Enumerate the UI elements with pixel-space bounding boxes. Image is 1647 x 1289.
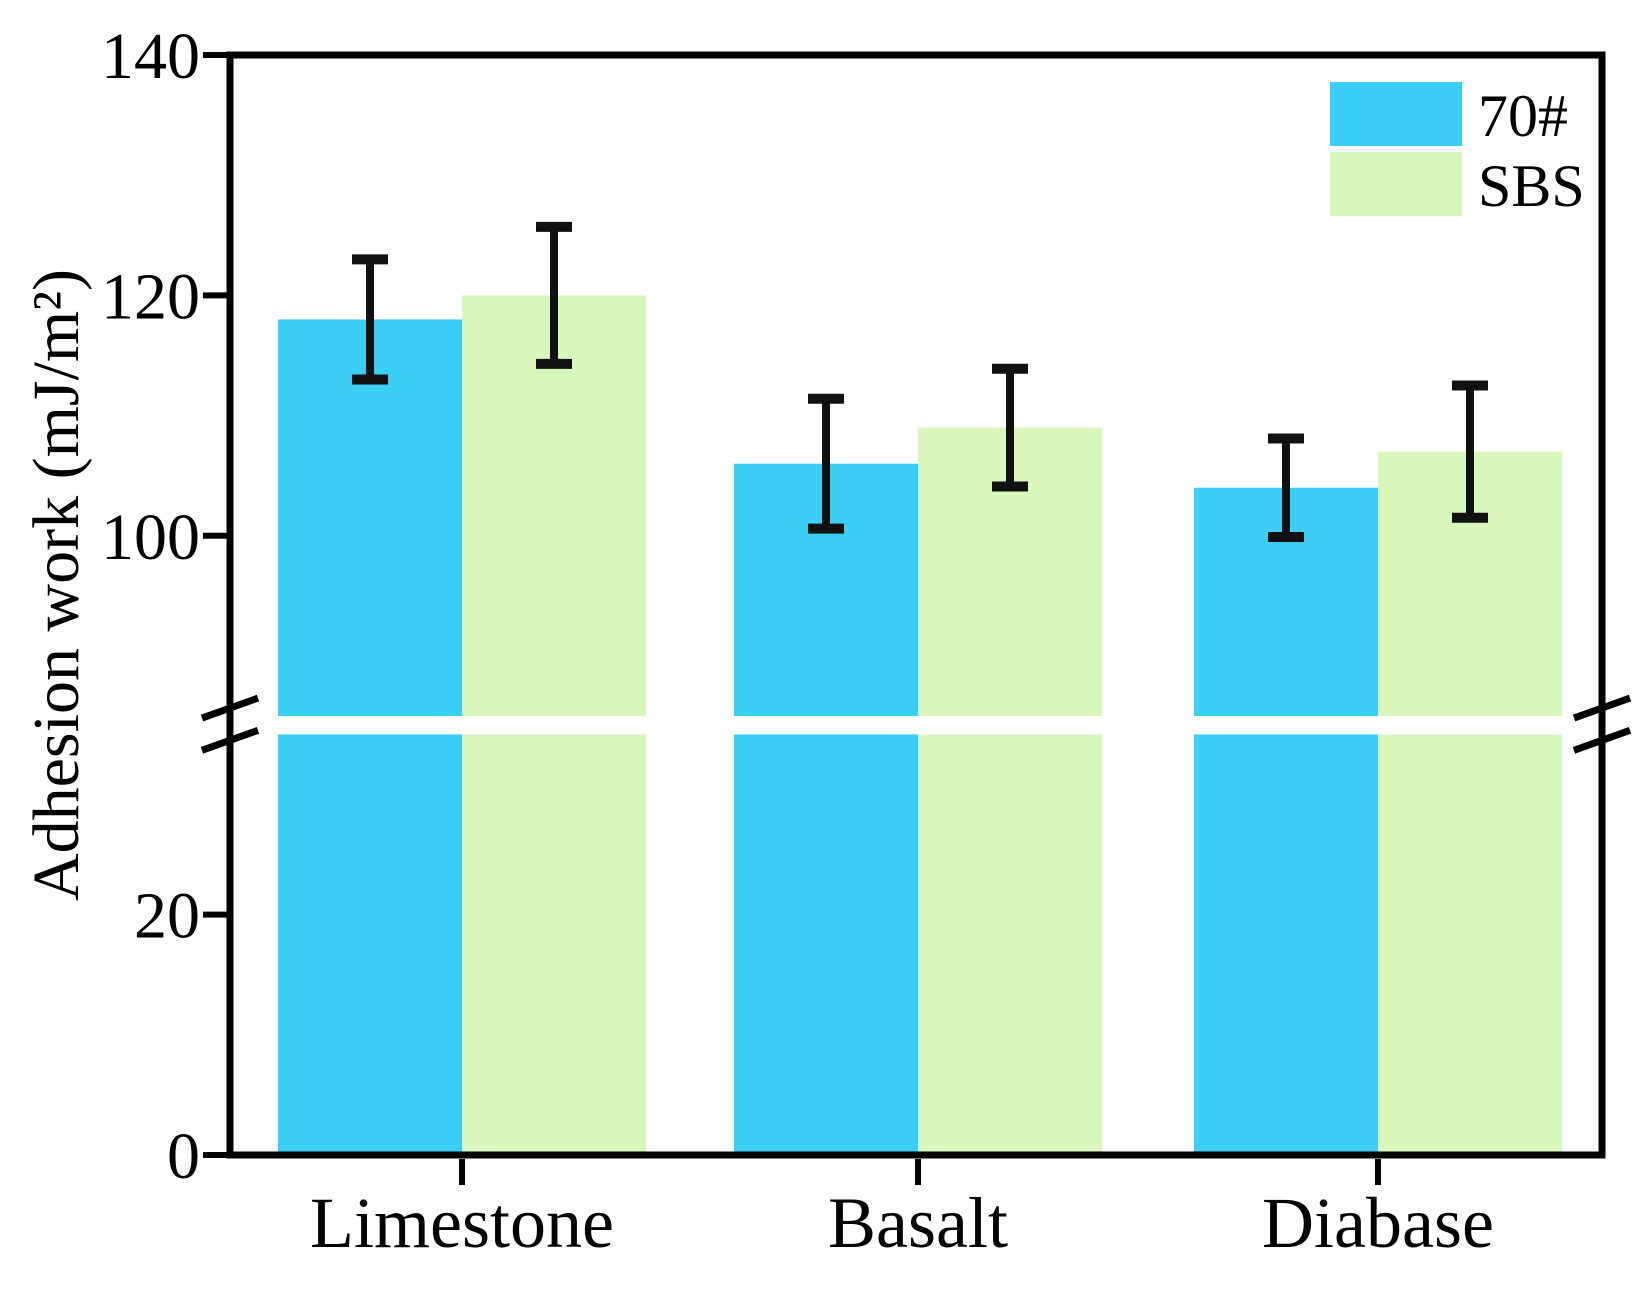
axis-break-band	[234, 716, 1598, 735]
y-tick-label-140: 140	[101, 20, 200, 93]
y-tick-label-100: 100	[101, 501, 200, 574]
legend: 70# SBS	[1330, 82, 1585, 219]
y-axis-title: Adhesion work (mJ/m²)	[20, 269, 93, 901]
legend-swatch-sbs	[1330, 152, 1462, 216]
y-tick-label-120: 120	[101, 260, 200, 333]
x-tick-label-basalt: Basalt	[828, 1183, 1008, 1263]
bar-sbs-limestone-lower	[462, 734, 646, 1155]
bar-70-limestone-lower	[278, 734, 462, 1155]
bar-70-limestone-upper	[278, 319, 462, 717]
ticks-layer: 140 120 100 20 0 Limestone Basalt Diabase	[101, 20, 1494, 1263]
bar-sbs-diabase-lower	[1378, 734, 1562, 1155]
plot-frame	[226, 51, 1606, 1159]
legend-swatch-70	[1330, 82, 1462, 146]
bar-70-diabase-lower	[1194, 734, 1378, 1155]
error-bars-layer	[352, 221, 1488, 543]
bar-sbs-basalt-lower	[918, 734, 1102, 1155]
bars-layer	[278, 295, 1562, 1155]
legend-label-sbs: SBS	[1478, 153, 1585, 219]
y-tick-label-20: 20	[134, 880, 200, 953]
axis-break-marks	[200, 694, 1632, 754]
axis-break-mark-right-2	[1572, 727, 1632, 754]
bar-70-basalt-lower	[734, 734, 918, 1155]
x-tick-label-diabase: Diabase	[1262, 1183, 1494, 1263]
axis-break-mark-left-2	[200, 727, 260, 754]
legend-label-70: 70#	[1478, 83, 1568, 149]
axis-break-mark-left-1	[200, 694, 260, 722]
x-tick-label-limestone: Limestone	[310, 1183, 614, 1263]
axis-break-mark-right-1	[1572, 694, 1632, 722]
y-tick-label-0: 0	[167, 1120, 200, 1193]
